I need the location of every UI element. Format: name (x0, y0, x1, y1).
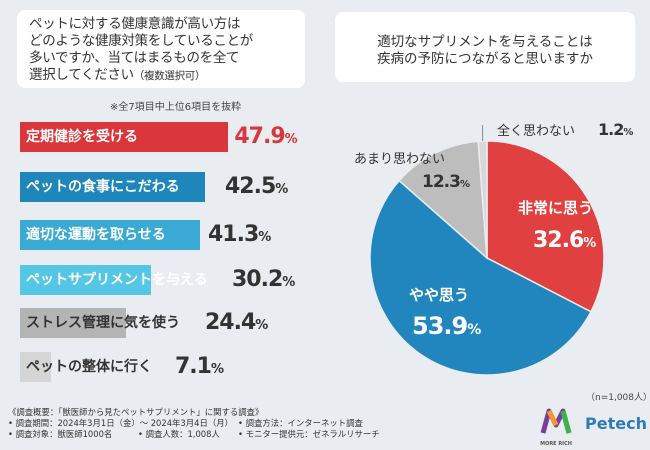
bar-value-unit: % (258, 230, 272, 245)
bar-category-label: 定期健診を受ける (26, 129, 138, 145)
bar-value-label: 30.2% (232, 265, 295, 298)
pie-value-label: 12.3% (422, 172, 470, 192)
pie-value-unit: % (459, 179, 470, 190)
footer-count: • 調査人数：1,008人 (138, 429, 220, 439)
bar-value-unit: % (275, 182, 289, 197)
bar-value-label: 47.9% (234, 122, 297, 155)
pie-value-number: 53.9 (412, 312, 468, 340)
bar-value-label: 41.3% (208, 220, 271, 253)
footer-title: 《調査概要：「獣医師から見たペットサプリメント」に関する調査》 (8, 407, 264, 417)
bar-value-label: 24.4% (205, 308, 268, 341)
bar-value-label: 7.1% (175, 352, 224, 385)
bar (20, 352, 51, 382)
bar (20, 308, 127, 338)
bar (20, 265, 152, 295)
more-rich-logo-mark (540, 408, 572, 434)
pie-value-unit: % (623, 127, 634, 138)
pie-value-label: 53.9% (412, 312, 481, 340)
left-question-line4: 選択してください (29, 67, 134, 83)
footer-provider: • モニター提供元：ゼネラルリサーチ (238, 429, 380, 439)
bar-value-unit: % (284, 132, 298, 147)
right-question-line1: 適切なサプリメントを与えることは (377, 34, 593, 50)
bar-value-unit: % (282, 275, 296, 290)
selection-note: ※全7項目中上位6項目を抜粋 (110, 102, 242, 113)
bar-category-label: ペットの整体に行く (26, 359, 152, 375)
bar-value-label: 42.5% (225, 172, 288, 205)
pie-value-number: 1.2 (598, 120, 624, 139)
pie-category-label: あまり思わない (354, 152, 446, 167)
pie-value-unit: % (467, 322, 482, 338)
sample-size-note: （n=1,008人） (586, 393, 650, 403)
pie-category-label: 全く思わない (497, 124, 576, 139)
more-rich-logo-text: MORE RICH (540, 441, 572, 447)
bar-category-label: ペットの食事にこだわる (26, 179, 180, 195)
left-question-card: ペットに対する健康意識が高い方は どのような健康対策をしていることが 多いですか… (17, 10, 305, 88)
pie-slice (486, 140, 605, 313)
right-question-text: 適切なサプリメントを与えることは 疾病の予防につながると思いますか (335, 34, 635, 68)
bar-value-unit: % (210, 362, 225, 377)
footer-method: • 調査方法：インターネット調査 (238, 418, 363, 428)
pie-slice (398, 140, 488, 260)
left-question-sub: （複数選択可） (133, 70, 206, 82)
right-question-line2: 疾病の予防につながると思いますか (377, 51, 593, 67)
left-question-text: ペットに対する健康意識が高い方は どのような健康対策をしていることが 多いですか… (29, 16, 253, 85)
pie-category-label: 非常に思う (518, 199, 594, 217)
footer-period: • 調査期間：2024年3月1日（金）〜 2024年3月4日（月） (8, 418, 233, 428)
pie-value-number: 32.6 (533, 228, 584, 253)
petech-logo: Petech (585, 414, 647, 433)
left-question-line1: ペットに対する健康意識が高い方は (29, 16, 241, 32)
left-question-line2: どのような健康対策をしていることが (29, 33, 253, 49)
pie-category-label: やや思う (409, 286, 470, 304)
bar (20, 220, 200, 250)
bar-value-number: 24.4 (205, 310, 256, 335)
pie-value-number: 12.3 (422, 172, 461, 192)
bar-category-label: 適切な運動を取らせる (26, 227, 166, 243)
bar (20, 172, 205, 202)
footer-target: • 調査対象：獣医師1000名 (8, 429, 113, 439)
bar (20, 122, 229, 152)
bar-value-number: 7.1 (175, 354, 212, 379)
pie-slice (369, 179, 592, 376)
bar-category-label: ストレス管理に気を使う (26, 315, 180, 331)
bar-category-label: ペットサプリメントを与える (26, 272, 208, 288)
pie-value-label: 32.6% (533, 228, 596, 253)
bar-value-number: 41.3 (208, 222, 259, 247)
pie-value-unit: % (583, 236, 597, 251)
bar-value-number: 42.5 (225, 174, 276, 199)
pie-value-label: 1.2% (598, 120, 633, 139)
bar-value-number: 47.9 (234, 124, 285, 149)
bar-value-number: 30.2 (232, 267, 283, 292)
right-question-card: 適切なサプリメントを与えることは 疾病の予防につながると思いますか (335, 12, 635, 82)
more-rich-logo: MORE RICH (539, 405, 573, 447)
left-question-line3: 多いですか、当てはまるものを全て (29, 50, 240, 66)
bar-value-unit: % (255, 318, 269, 333)
